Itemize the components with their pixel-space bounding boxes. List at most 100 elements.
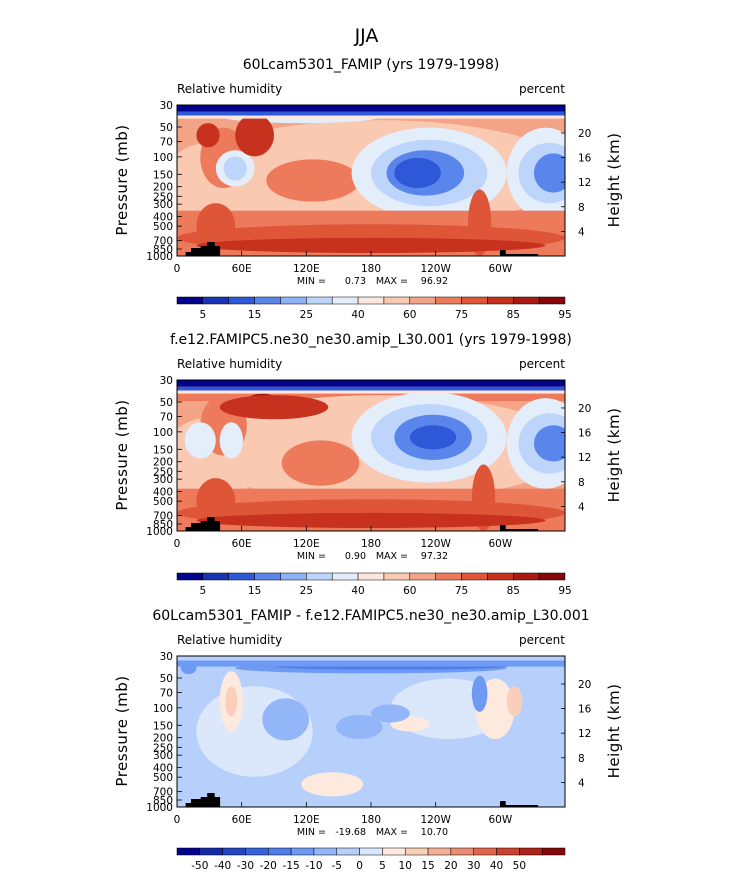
y-tick-label: 1000 — [146, 251, 173, 263]
contour-region — [196, 123, 220, 148]
colorbar-swatch — [496, 847, 520, 856]
colorbar-tick-label: 40 — [351, 309, 364, 321]
colorbar-tick-label: 15 — [248, 585, 261, 597]
colorbar-tick-label: -10 — [305, 860, 322, 872]
max-value: 96.92 — [421, 276, 448, 287]
contour-field — [177, 656, 565, 807]
y-right-tick-label: 4 — [578, 226, 585, 238]
y-tick-label: 30 — [160, 100, 173, 112]
contour-region — [219, 422, 243, 459]
y-tick-label: 850 — [153, 244, 173, 256]
panel-title: 60Lcam5301_FAMIP - f.e12.FAMIPC5.ne30_ne… — [152, 608, 589, 624]
colorbar-tick-label: -30 — [237, 860, 254, 872]
x-tick-label: 120E — [293, 263, 320, 275]
x-tick-label: 180 — [361, 263, 381, 275]
colorbar-swatch — [409, 296, 436, 305]
y-right-tick-label: 20 — [578, 403, 591, 415]
colorbar-tick-label: 60 — [403, 585, 416, 597]
colorbar-tick-label: -20 — [260, 860, 277, 872]
contour-region — [533, 153, 565, 193]
y-tick-label: 400 — [153, 763, 173, 775]
x-tick-label: 120W — [420, 538, 451, 550]
y-axis-label-right: Height (km) — [605, 408, 623, 503]
colorbar-swatch — [306, 296, 333, 305]
x-tick-label: 60W — [488, 814, 512, 826]
y-tick-label: 300 — [153, 474, 173, 486]
colorbar-tick-label: 85 — [507, 585, 520, 597]
colorbar-swatch — [357, 572, 385, 581]
units-label: percent — [519, 357, 565, 371]
colorbar-swatch — [450, 847, 474, 856]
y-right-tick-label: 16 — [578, 704, 592, 716]
colorbar-swatch — [245, 847, 269, 856]
colorbar-swatch — [541, 847, 566, 856]
y-tick-label: 50 — [160, 397, 173, 409]
colorbar-tick-label: 85 — [507, 309, 520, 321]
x-tick-label: 180 — [361, 538, 381, 550]
contour-region — [394, 157, 441, 189]
colorbar-swatch — [383, 572, 411, 581]
contour-region — [219, 395, 329, 420]
x-tick-label: 60W — [488, 263, 512, 275]
colorbar-swatch — [382, 847, 406, 856]
y-tick-label: 150 — [153, 444, 173, 456]
colorbar-tick-label: 40 — [351, 585, 364, 597]
colorbar-swatch — [404, 847, 429, 856]
y-right-tick-label: 16 — [578, 428, 592, 440]
y-axis-label-right: Height (km) — [605, 133, 623, 228]
colorbar-tick-label: 30 — [467, 860, 480, 872]
colorbar-swatch — [383, 296, 411, 305]
min-label: MIN = — [297, 276, 326, 287]
colorbar-tick-label: -40 — [214, 860, 231, 872]
contour-region — [266, 159, 360, 202]
y-axis-label: Pressure (mb) — [113, 124, 131, 235]
colorbar-swatch — [336, 847, 360, 856]
variable-label: Relative humidity — [177, 357, 282, 371]
colorbar-swatch — [519, 847, 543, 856]
contour-region — [177, 660, 565, 667]
y-right-tick-label: 12 — [578, 177, 591, 189]
colorbar-swatch — [222, 847, 246, 856]
colorbar-tick-label: 15 — [248, 309, 261, 321]
x-tick-label: 0 — [174, 538, 181, 550]
colorbar: -50 -40 -30 -20 -15 -10 -5 0 5 10 15 20 30 40 50 — [176, 847, 566, 872]
y-right-tick-label: 8 — [578, 202, 585, 214]
colorbar-tick-label: 5 — [200, 585, 207, 597]
contour-region — [533, 425, 565, 462]
y-right-tick-label: 8 — [578, 477, 585, 489]
colorbar-tick-label: 10 — [399, 860, 412, 872]
y-tick-label: 700 — [153, 511, 173, 523]
colorbar-tick-label: 25 — [300, 309, 313, 321]
colorbar-swatch — [268, 847, 292, 856]
colorbar-tick-label: 5 — [379, 860, 386, 872]
colorbar-tick-label: 15 — [421, 860, 434, 872]
contour-field — [177, 380, 565, 531]
colorbar-swatch — [513, 572, 540, 581]
x-tick-label: 60E — [232, 538, 252, 550]
y-tick-label: 400 — [153, 487, 173, 499]
contour-region — [371, 704, 410, 723]
contour-region — [196, 478, 236, 524]
contour-region — [225, 686, 238, 717]
y-tick-label: 250 — [153, 191, 173, 203]
max-value: 97.32 — [421, 551, 448, 562]
contour-region — [177, 115, 565, 119]
colorbar-tick-label: 75 — [455, 585, 468, 597]
y-tick-label: 1000 — [146, 802, 173, 814]
colorbar-swatch — [228, 572, 255, 581]
y-tick-label: 700 — [153, 236, 173, 248]
colorbar-swatch — [306, 572, 333, 581]
contour-region — [409, 425, 457, 450]
y-tick-label: 250 — [153, 742, 173, 754]
contour-region — [301, 772, 364, 797]
colorbar-swatch — [427, 847, 452, 856]
y-tick-label: 200 — [153, 733, 173, 745]
y-right-tick-label: 20 — [578, 128, 591, 140]
colorbar-tick-label: 25 — [300, 585, 313, 597]
contour-field — [177, 105, 565, 256]
contour-region — [177, 380, 565, 387]
y-right-tick-label: 16 — [578, 153, 592, 165]
y-tick-label: 200 — [153, 457, 173, 469]
x-tick-label: 120W — [420, 263, 451, 275]
